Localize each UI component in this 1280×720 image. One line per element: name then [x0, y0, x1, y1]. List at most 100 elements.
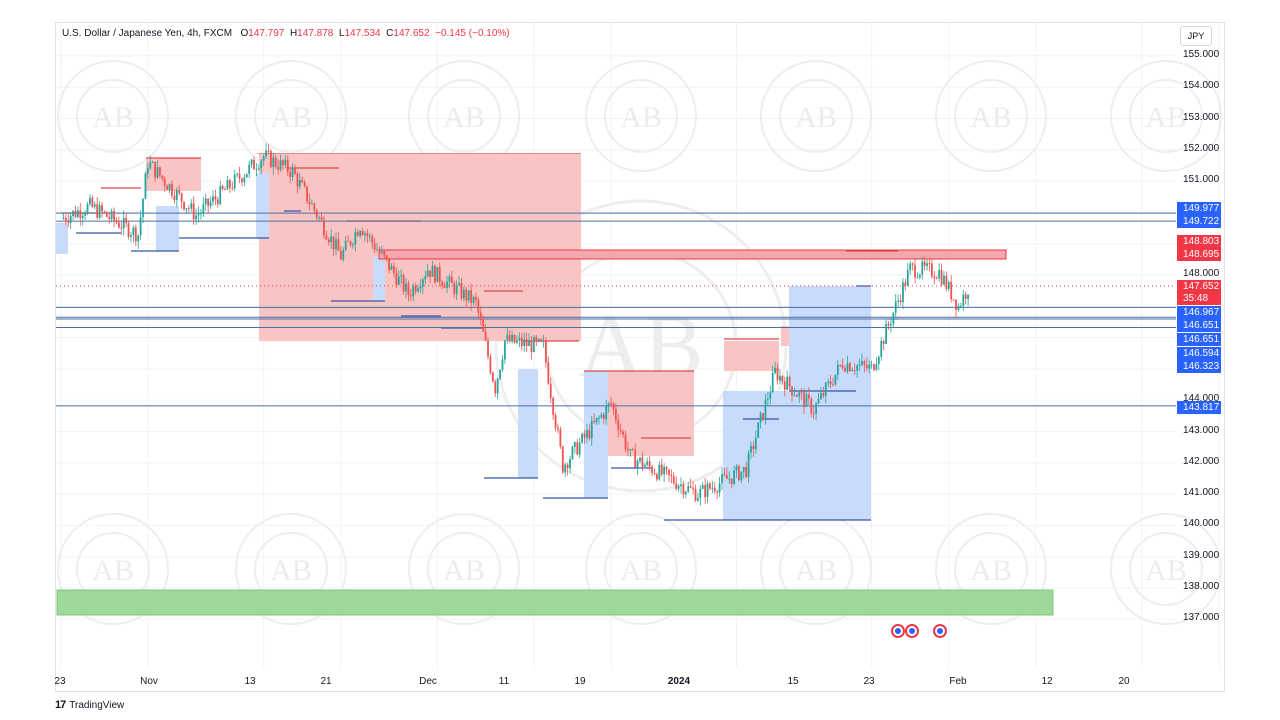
candle-body	[477, 299, 480, 313]
candle-body	[238, 173, 241, 179]
candle-body	[856, 365, 859, 371]
demand-zone	[584, 371, 608, 498]
candle-body	[646, 461, 649, 465]
candle-body	[231, 187, 234, 189]
candle-body	[745, 466, 748, 477]
us-flag-event-icon[interactable]	[905, 624, 919, 638]
candle-body	[735, 466, 738, 471]
candle-body	[318, 216, 321, 218]
candle-body	[513, 334, 516, 343]
candle-body	[561, 446, 564, 473]
candle-body	[364, 233, 366, 236]
candle-body	[938, 269, 941, 279]
candle-body	[366, 233, 369, 236]
candle-body	[829, 381, 832, 385]
candle-body	[682, 484, 685, 495]
watermark-text: AB	[92, 554, 134, 587]
candle-body	[197, 214, 200, 216]
candle-body	[516, 340, 518, 343]
candle-body	[402, 275, 405, 292]
candle-body	[943, 275, 945, 285]
candle-body	[967, 294, 969, 299]
candle-body	[716, 491, 719, 493]
candle-body	[446, 281, 448, 288]
watermark-seal	[427, 79, 501, 153]
candle-body	[728, 478, 731, 480]
candle-body	[868, 364, 871, 369]
us-flag-event-icon[interactable]	[891, 624, 905, 638]
candle-body	[890, 324, 892, 326]
candle-body	[817, 398, 820, 404]
candle-body	[518, 338, 521, 341]
candle-body	[154, 161, 156, 178]
candle-body	[701, 485, 704, 489]
close-label: C	[386, 28, 394, 39]
candle-body	[552, 397, 555, 416]
symbol-header: U.S. Dollar / Japanese Yen, 4h, FXCM O14…	[62, 28, 510, 39]
candle-body	[96, 204, 99, 218]
chart-frame[interactable]: AB AB AB AB AB AB AB AB AB AB AB AB AB AB AB	[55, 22, 1225, 692]
candle-body	[393, 265, 395, 274]
us-flag-event-icon[interactable]	[933, 624, 947, 638]
candle-body	[311, 203, 313, 205]
candle-body	[723, 474, 726, 476]
price-level-label: 149.977	[1177, 202, 1221, 215]
candle-body	[904, 282, 907, 286]
watermark-text: AB	[620, 101, 662, 134]
candle-body	[118, 222, 120, 228]
candle-body	[624, 434, 627, 449]
candle-body	[489, 356, 492, 373]
candle-body	[279, 160, 282, 170]
candle-body	[190, 203, 193, 209]
candle-body	[289, 171, 292, 177]
candle-body	[496, 378, 499, 394]
candle-body	[865, 364, 868, 369]
candle-body	[400, 275, 403, 277]
high-label: H	[289, 28, 298, 39]
price-tick-label: 154.000	[1183, 80, 1220, 92]
candle-body	[308, 201, 311, 204]
candle-body	[950, 281, 953, 300]
candle-body	[689, 486, 692, 488]
currency-button[interactable]: JPY	[1180, 26, 1212, 46]
candle-body	[557, 427, 559, 430]
candle-body	[209, 201, 212, 206]
candle-body	[286, 159, 289, 172]
candle-body	[72, 210, 74, 217]
candle-body	[798, 392, 801, 397]
supply-zone	[259, 153, 581, 341]
candle-body	[651, 466, 653, 474]
candle-body	[284, 159, 287, 166]
candle-body	[677, 485, 680, 489]
candle-body	[532, 337, 535, 352]
high-value: 147.878	[297, 28, 334, 39]
candle-body	[156, 167, 159, 178]
candle-body	[332, 236, 335, 250]
candle-body	[79, 210, 82, 219]
candle-body	[337, 239, 340, 251]
candle-body	[665, 466, 668, 470]
candle-body	[98, 205, 101, 218]
watermark-seal	[954, 79, 1028, 153]
candle-body	[827, 381, 830, 384]
candle-body	[255, 168, 258, 170]
watermark-seal	[1110, 60, 1222, 172]
supply-zone	[724, 341, 779, 371]
low-value: 147.534	[344, 28, 381, 39]
candle-body	[453, 283, 456, 295]
watermark-seal	[254, 79, 328, 153]
candle-body	[62, 217, 65, 219]
candle-body	[499, 369, 501, 379]
candle-body	[957, 305, 960, 310]
watermark-seal	[1129, 79, 1203, 153]
candle-body	[195, 215, 197, 220]
candle-body	[595, 417, 598, 423]
time-tick-label: 12	[1041, 676, 1053, 687]
time-tick-label: 21	[320, 676, 332, 687]
candle-body	[863, 361, 866, 365]
watermark-text: AB	[270, 101, 312, 134]
candle-body	[779, 375, 781, 381]
candle-body	[839, 364, 842, 366]
candle-body	[436, 267, 439, 283]
